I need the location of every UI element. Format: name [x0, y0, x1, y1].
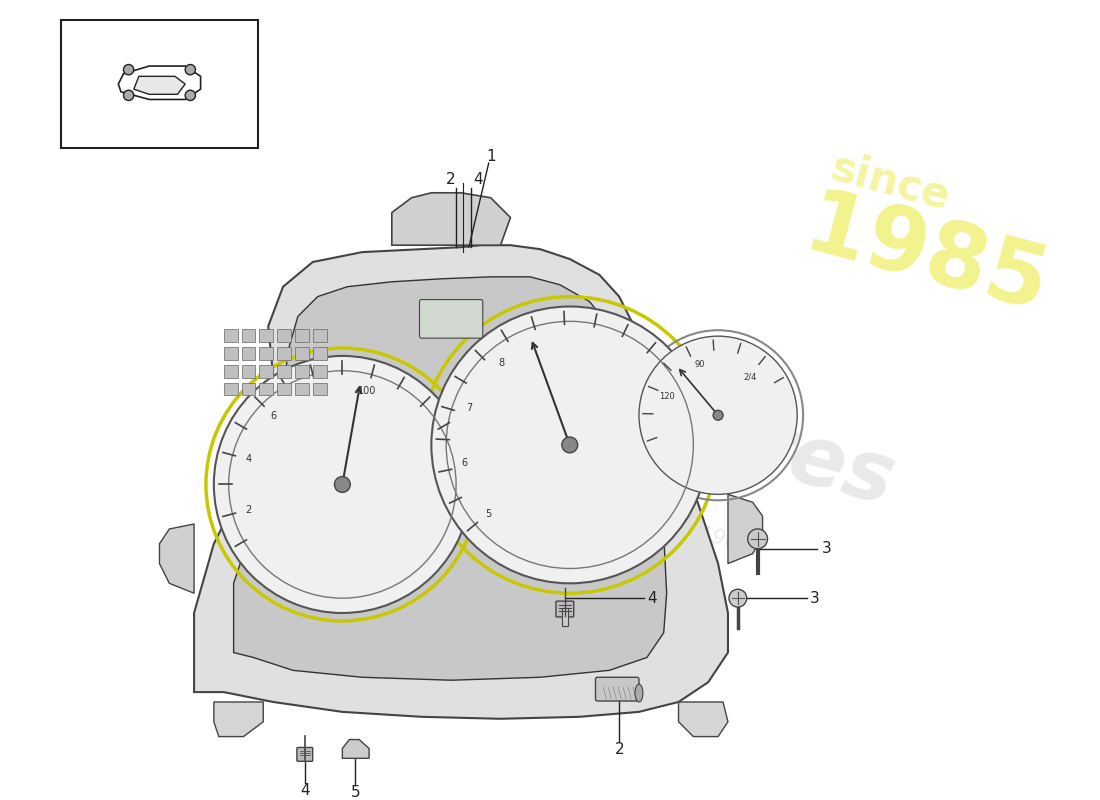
Polygon shape: [213, 702, 263, 737]
Bar: [242, 365, 255, 378]
Polygon shape: [134, 76, 185, 94]
Bar: [242, 330, 255, 342]
Text: 1: 1: [486, 149, 495, 164]
Text: 4: 4: [300, 783, 309, 798]
Text: 1985: 1985: [795, 183, 1056, 331]
Polygon shape: [679, 702, 728, 737]
FancyBboxPatch shape: [562, 608, 568, 626]
FancyBboxPatch shape: [297, 747, 312, 762]
Text: 5: 5: [351, 786, 360, 800]
Bar: [242, 382, 255, 395]
Text: 90: 90: [694, 360, 705, 369]
Text: 8: 8: [498, 358, 504, 368]
Text: 2/4: 2/4: [744, 373, 757, 382]
Circle shape: [123, 65, 134, 74]
Circle shape: [713, 410, 723, 420]
Bar: [277, 365, 292, 378]
Circle shape: [562, 437, 578, 453]
Ellipse shape: [635, 684, 642, 702]
Circle shape: [123, 90, 134, 101]
Text: 2: 2: [615, 742, 624, 757]
Bar: [242, 347, 255, 360]
Bar: [312, 330, 327, 342]
Bar: [260, 365, 273, 378]
Circle shape: [185, 90, 196, 101]
Text: 2: 2: [447, 173, 455, 187]
Circle shape: [431, 306, 708, 583]
Polygon shape: [342, 739, 370, 758]
Bar: [295, 347, 309, 360]
FancyBboxPatch shape: [419, 299, 483, 338]
Text: 100: 100: [359, 386, 376, 396]
Text: 7: 7: [466, 403, 473, 414]
Text: 120: 120: [659, 392, 675, 401]
Bar: [295, 330, 309, 342]
Polygon shape: [728, 494, 762, 563]
Circle shape: [185, 65, 196, 74]
Bar: [312, 365, 327, 378]
Circle shape: [213, 356, 471, 613]
Text: 3: 3: [810, 590, 820, 606]
Bar: [260, 347, 273, 360]
Circle shape: [748, 529, 768, 549]
Text: 6: 6: [271, 411, 277, 421]
Bar: [277, 347, 292, 360]
Bar: [277, 330, 292, 342]
FancyBboxPatch shape: [595, 678, 639, 701]
Bar: [295, 365, 309, 378]
Bar: [312, 382, 327, 395]
Bar: [223, 365, 238, 378]
Text: eurospares: eurospares: [374, 308, 904, 522]
Circle shape: [729, 590, 747, 607]
Text: 4: 4: [245, 454, 252, 464]
Polygon shape: [119, 66, 200, 99]
Bar: [260, 382, 273, 395]
Bar: [223, 347, 238, 360]
Text: 4: 4: [647, 590, 657, 606]
Polygon shape: [233, 277, 667, 680]
Polygon shape: [392, 193, 510, 245]
Polygon shape: [160, 524, 194, 594]
Bar: [223, 330, 238, 342]
Bar: [312, 347, 327, 360]
Circle shape: [334, 477, 350, 492]
Bar: [60, 20, 258, 148]
Text: 6: 6: [462, 458, 468, 469]
Text: 3: 3: [822, 542, 832, 556]
Bar: [277, 382, 292, 395]
Text: 5: 5: [485, 509, 491, 518]
Bar: [295, 382, 309, 395]
Circle shape: [639, 336, 797, 494]
Text: since: since: [827, 147, 955, 219]
Bar: [223, 382, 238, 395]
Text: 2: 2: [245, 505, 252, 514]
Polygon shape: [194, 245, 728, 718]
Text: 4: 4: [473, 173, 483, 187]
Text: a passion for parts since 1985: a passion for parts since 1985: [425, 451, 755, 558]
Bar: [260, 330, 273, 342]
Text: 8: 8: [315, 386, 320, 396]
FancyBboxPatch shape: [556, 601, 574, 617]
